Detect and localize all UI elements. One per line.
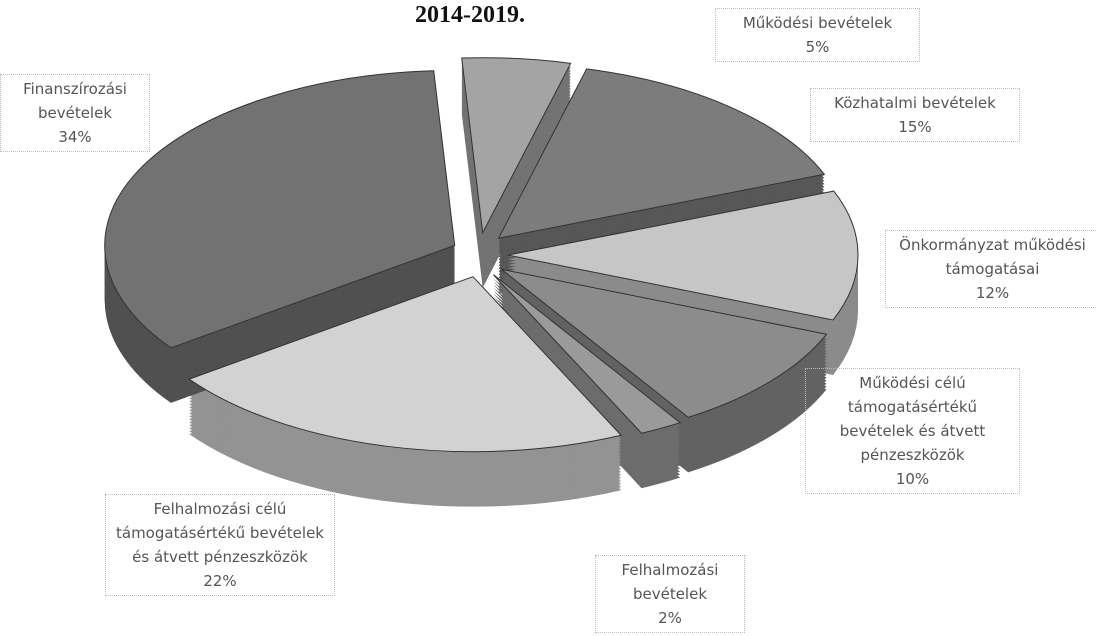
category-label: Működési célú támogatásértékű bevételek … xyxy=(839,374,986,464)
value-label: 5% xyxy=(805,38,830,56)
slice xyxy=(493,274,682,434)
data-label: Finanszírozási bevételek 34% xyxy=(0,74,150,152)
slice xyxy=(507,190,859,321)
category-label: Finanszírozási bevételek xyxy=(23,80,127,122)
chart-title: 2014-2019. xyxy=(415,2,525,28)
value-label: 12% xyxy=(975,284,1010,302)
data-label: Működési célú támogatásértékű bevételek … xyxy=(805,368,1020,494)
data-label: Közhatalmi bevételek 15% xyxy=(810,88,1020,142)
category-label: Működési bevételek xyxy=(742,14,893,32)
category-label: Felhalmozási bevételek xyxy=(621,561,719,603)
category-label: Felhalmozási célú támogatásértékű bevéte… xyxy=(116,500,324,566)
value-label: 34% xyxy=(58,128,92,146)
value-label: 10% xyxy=(895,470,930,488)
value-label: 15% xyxy=(898,118,932,136)
data-label: Felhalmozási bevételek 2% xyxy=(595,555,745,633)
slice xyxy=(497,68,826,239)
slice xyxy=(461,57,572,235)
category-label: Önkormányzat működési támogatásai xyxy=(899,236,1086,278)
data-label: Önkormányzat működési támogatásai 12% xyxy=(885,230,1097,308)
data-label: Felhalmozási célú támogatásértékű bevéte… xyxy=(105,494,335,596)
slice xyxy=(104,70,456,349)
slice xyxy=(188,276,623,453)
data-label: Működési bevételek 5% xyxy=(715,8,920,62)
category-label: Közhatalmi bevételek xyxy=(834,94,996,112)
value-label: 22% xyxy=(203,572,237,590)
value-label: 2% xyxy=(658,609,682,627)
slice xyxy=(501,268,828,418)
